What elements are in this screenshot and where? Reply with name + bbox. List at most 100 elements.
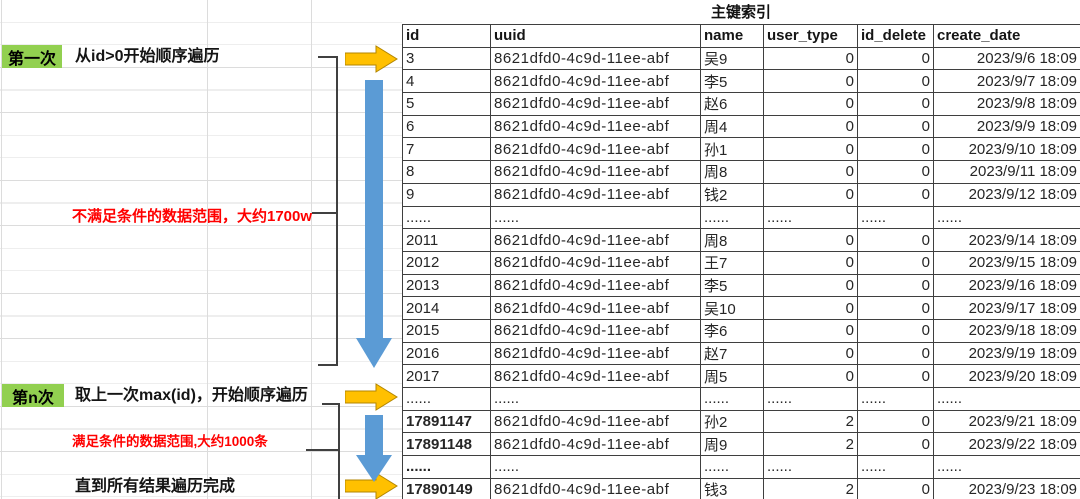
column-header-id_delete: id_delete: [857, 24, 934, 48]
table-row: 3 8621dfd0-4c9d-11ee-abf 吴9 0 0 2023/9/6 18:0…: [402, 46, 1080, 71]
cell-name: ......: [700, 387, 764, 411]
cell-create_date: 2023/9/18 18:09: [933, 318, 1080, 343]
cell-uuid: 8621dfd0-4c9d-11ee-abf: [490, 46, 701, 71]
cell-create_date: 2023/9/19 18:09: [933, 341, 1080, 366]
cell-create_date: ......: [933, 455, 1080, 479]
cell-name: 李6: [700, 318, 764, 343]
cell-id_delete: 0: [857, 228, 934, 252]
table-row: 2012 8621dfd0-4c9d-11ee-abf 王7 0 0 2023/9/15 …: [402, 250, 1080, 275]
column-header-user_type: user_type: [763, 24, 858, 48]
cell-id_delete: 0: [857, 409, 934, 434]
cell-user_type: 0: [763, 92, 858, 116]
cell-create_date: 2023/9/11 18:09: [933, 160, 1080, 184]
cell-id: 4: [402, 69, 491, 94]
cell-uuid: 8621dfd0-4c9d-11ee-abf: [490, 477, 701, 499]
cell-name: 吴9: [700, 46, 764, 71]
cell-uuid: 8621dfd0-4c9d-11ee-abf: [490, 114, 701, 139]
cell-id_delete: ......: [857, 455, 934, 479]
cell-id: 2012: [402, 250, 491, 275]
cell-id: 2015: [402, 318, 491, 343]
annotation-stepn-text: 取上一次max(id)，开始顺序遍历: [75, 387, 308, 404]
cell-id_delete: 0: [857, 250, 934, 275]
primary-key-index-table: id uuid name user_type id_delete create_date …: [402, 24, 1080, 499]
table-row: 17890149 8621dfd0-4c9d-11ee-abf 钱3 2 0 2023/9…: [402, 477, 1080, 499]
table-row: 2016 8621dfd0-4c9d-11ee-abf 赵7 0 0 2023/9/19 …: [402, 341, 1080, 366]
cell-name: 李5: [700, 273, 764, 298]
cell-create_date: 2023/9/20 18:09: [933, 364, 1080, 388]
cell-create_date: 2023/9/9 18:09: [933, 114, 1080, 139]
cell-name: 周4: [700, 114, 764, 139]
cell-uuid: 8621dfd0-4c9d-11ee-abf: [490, 228, 701, 252]
table-row: ....................................: [402, 205, 1080, 230]
cell-id_delete: 0: [857, 432, 934, 457]
cell-id: 2014: [402, 296, 491, 320]
cell-uuid: 8621dfd0-4c9d-11ee-abf: [490, 160, 701, 184]
cell-uuid: 8621dfd0-4c9d-11ee-abf: [490, 273, 701, 298]
cell-user_type: 0: [763, 364, 858, 388]
cell-uuid: 8621dfd0-4c9d-11ee-abf: [490, 250, 701, 275]
cell-uuid: ......: [490, 205, 701, 230]
cell-user_type: 0: [763, 273, 858, 298]
cell-id_delete: 0: [857, 318, 934, 343]
cell-id: 3: [402, 46, 491, 71]
cell-id: 2016: [402, 341, 491, 366]
cell-user_type: 0: [763, 114, 858, 139]
cell-create_date: ......: [933, 205, 1080, 230]
cell-name: 周9: [700, 432, 764, 457]
cell-uuid: 8621dfd0-4c9d-11ee-abf: [490, 69, 701, 94]
cell-user_type: 0: [763, 318, 858, 343]
table-row: 2011 8621dfd0-4c9d-11ee-abf 周8 0 0 2023/9/14 …: [402, 228, 1080, 252]
cell-create_date: 2023/9/12 18:09: [933, 182, 1080, 207]
note-range-1700w: 不满足条件的数据范围，大约1700w: [72, 208, 313, 225]
cell-uuid: 8621dfd0-4c9d-11ee-abf: [490, 182, 701, 207]
cell-uuid: 8621dfd0-4c9d-11ee-abf: [490, 137, 701, 162]
table-row: 2017 8621dfd0-4c9d-11ee-abf 周5 0 0 2023/9/20 …: [402, 364, 1080, 388]
table-row: 2014 8621dfd0-4c9d-11ee-abf 吴10 0 0 2023/9/17…: [402, 296, 1080, 320]
cell-uuid: 8621dfd0-4c9d-11ee-abf: [490, 318, 701, 343]
table-row: 9 8621dfd0-4c9d-11ee-abf 钱2 0 0 2023/9/12 18:…: [402, 182, 1080, 207]
cell-id_delete: 0: [857, 137, 934, 162]
cell-user_type: 0: [763, 137, 858, 162]
cell-user_type: 2: [763, 409, 858, 434]
arrow-right-step1-icon: [345, 45, 398, 73]
cell-id: 2011: [402, 228, 491, 252]
left-grid-vline-3: [311, 0, 312, 499]
cell-name: 吴10: [700, 296, 764, 320]
cell-user_type: 0: [763, 296, 858, 320]
cell-uuid: 8621dfd0-4c9d-11ee-abf: [490, 432, 701, 457]
table-row: 5 8621dfd0-4c9d-11ee-abf 赵6 0 0 2023/9/8 18:0…: [402, 92, 1080, 116]
cell-id_delete: 0: [857, 182, 934, 207]
table-row: 7 8621dfd0-4c9d-11ee-abf 孙1 0 0 2023/9/10 18:…: [402, 137, 1080, 162]
cell-id_delete: 0: [857, 273, 934, 298]
cell-create_date: 2023/9/15 18:09: [933, 250, 1080, 275]
cell-id_delete: 0: [857, 92, 934, 116]
cell-create_date: 2023/9/23 18:09: [933, 477, 1080, 499]
cell-uuid: 8621dfd0-4c9d-11ee-abf: [490, 364, 701, 388]
table-row: 17891148 8621dfd0-4c9d-11ee-abf 周9 2 0 2023/9…: [402, 432, 1080, 457]
cell-create_date: 2023/9/7 18:09: [933, 69, 1080, 94]
cell-user_type: ......: [763, 455, 858, 479]
cell-name: 钱3: [700, 477, 764, 499]
cell-id: 17890149: [402, 477, 491, 499]
table-row: ....................................: [402, 387, 1080, 411]
table-row: 4 8621dfd0-4c9d-11ee-abf 李5 0 0 2023/9/7 18:0…: [402, 69, 1080, 94]
left-grid-vline-2: [207, 0, 208, 499]
cell-create_date: 2023/9/22 18:09: [933, 432, 1080, 457]
left-grid-horizontal-lines: [0, 0, 402, 499]
cell-create_date: ......: [933, 387, 1080, 411]
cell-name: 周8: [700, 228, 764, 252]
table-row: ....................................: [402, 455, 1080, 479]
column-header-name: name: [700, 24, 764, 48]
cell-user_type: 0: [763, 341, 858, 366]
cell-id: 5: [402, 92, 491, 116]
annotation-step1-text: 从id>0开始顺序遍历: [75, 48, 220, 65]
cell-create_date: 2023/9/17 18:09: [933, 296, 1080, 320]
cell-id: 17891148: [402, 432, 491, 457]
cell-id: 8: [402, 160, 491, 184]
cell-create_date: 2023/9/14 18:09: [933, 228, 1080, 252]
cell-uuid: ......: [490, 455, 701, 479]
cell-name: 赵7: [700, 341, 764, 366]
table-row: 8 8621dfd0-4c9d-11ee-abf 周8 0 0 2023/9/11 18:…: [402, 160, 1080, 184]
arrow-down-scan2-icon: [356, 415, 392, 482]
